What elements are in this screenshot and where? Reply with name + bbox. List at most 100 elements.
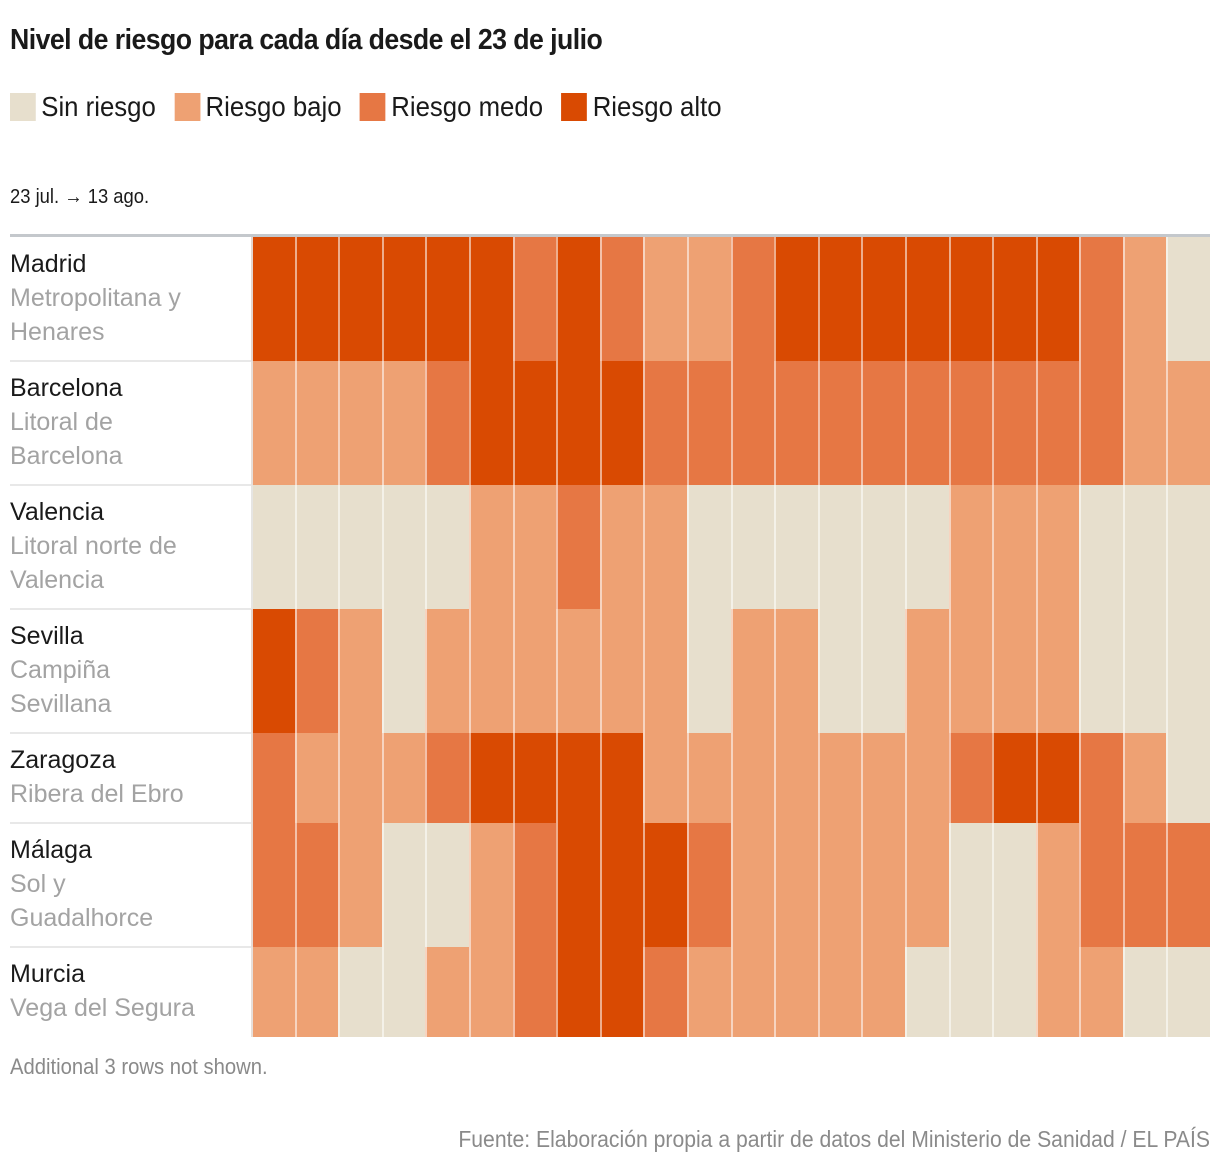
heatmap-cell — [817, 237, 862, 361]
heatmap-cell — [643, 361, 687, 485]
zone-name: Vega del Segura — [10, 994, 195, 1022]
heatmap-cell — [1122, 823, 1167, 947]
heatmap-cell — [861, 237, 905, 361]
heatmap-cell — [251, 361, 295, 485]
row-cells — [251, 823, 1211, 947]
row-divider — [10, 360, 251, 362]
row-label: Barcelona Litoral de Barcelona — [10, 371, 245, 473]
row-cells — [251, 947, 1211, 1037]
heatmap-cell — [599, 947, 644, 1037]
city-name: Málaga — [10, 836, 92, 864]
heatmap-cell — [381, 361, 426, 485]
city-name: Sevilla — [10, 622, 84, 650]
heatmap-cell — [817, 485, 862, 609]
row-cells — [251, 237, 1211, 361]
heatmap-cell — [294, 947, 339, 1037]
heatmap-cell — [512, 947, 557, 1037]
heatmap-cell — [1035, 947, 1080, 1037]
heatmap-cell — [992, 823, 1036, 947]
heatmap-cell — [817, 361, 862, 485]
zone-name: Barcelona — [10, 442, 123, 470]
heatmap-cell — [904, 237, 949, 361]
heatmap-cell — [556, 733, 600, 823]
heatmap-cell — [1079, 733, 1123, 823]
zone-name: Campiña — [10, 656, 111, 684]
heatmap-cell — [468, 361, 513, 485]
heatmap-cell — [1122, 733, 1167, 823]
source-credit: Fuente: Elaboración propia a partir de d… — [458, 1126, 1210, 1152]
zone-name: Litoral de — [10, 408, 113, 436]
heatmap-cell — [556, 361, 600, 485]
heatmap-cell — [468, 609, 513, 733]
heatmap-cell — [904, 947, 949, 1037]
heatmap-cell — [861, 485, 905, 609]
heatmap-cell — [817, 947, 862, 1037]
date-range-label: 23 jul. → 13 ago. — [10, 186, 150, 208]
heatmap-cell — [643, 947, 687, 1037]
heatmap-cell — [338, 733, 382, 823]
table-top-rule — [10, 234, 1210, 237]
heatmap-cell — [512, 237, 557, 361]
heatmap-cell — [861, 361, 905, 485]
heatmap-cell — [1166, 947, 1211, 1037]
heatmap-cell — [948, 237, 993, 361]
heatmap-cell — [1166, 237, 1211, 361]
heatmap-cell — [1079, 237, 1123, 361]
heatmap-cell — [381, 485, 426, 609]
heatmap-cell — [904, 733, 949, 823]
heatmap-cell — [948, 609, 993, 733]
heatmap-cell — [251, 237, 295, 361]
heatmap-cell — [904, 361, 949, 485]
heatmap-cell — [730, 609, 775, 733]
heatmap-cell — [556, 485, 600, 609]
heatmap-cell — [251, 609, 295, 733]
city-name: Valencia — [10, 498, 105, 526]
heatmap-cell — [686, 733, 731, 823]
legend-item-sin-riesgo: Sin riesgo — [10, 91, 156, 123]
heatmap-cell — [992, 237, 1036, 361]
zone-name: Metropolitana y — [10, 284, 181, 312]
heatmap-cell — [381, 823, 426, 947]
heatmap-cell — [861, 609, 905, 733]
heatmap-row-barcelona: Barcelona Litoral de Barcelona — [10, 361, 1211, 485]
city-name: Murcia — [10, 960, 86, 988]
heatmap-cell — [338, 485, 382, 609]
zone-name: Sevillana — [10, 690, 112, 718]
heatmap-cell — [1166, 823, 1211, 947]
heatmap-cell — [948, 823, 993, 947]
heatmap-cell — [948, 947, 993, 1037]
row-label: Murcia Vega del Segura — [10, 957, 245, 1025]
heatmap-cell — [1166, 485, 1211, 609]
heatmap-cell — [425, 485, 469, 609]
heatmap-cell — [381, 947, 426, 1037]
heatmap-cell — [1035, 823, 1080, 947]
heatmap-cell — [512, 361, 557, 485]
heatmap-cell — [468, 733, 513, 823]
zone-name: Henares — [10, 318, 105, 346]
heatmap-cell — [599, 361, 644, 485]
heatmap-cell — [643, 485, 687, 609]
heatmap-cell — [686, 947, 731, 1037]
heatmap-cell — [1079, 823, 1123, 947]
heatmap-cell — [338, 823, 382, 947]
heatmap-cell — [599, 609, 644, 733]
row-divider — [10, 608, 251, 610]
heatmap-cell — [468, 947, 513, 1037]
heatmap-cell — [512, 823, 557, 947]
city-name: Zaragoza — [10, 746, 116, 774]
heatmap-cell — [948, 361, 993, 485]
heatmap-cell — [774, 733, 818, 823]
heatmap-row-murcia: Murcia Vega del Segura — [10, 947, 1211, 1037]
heatmap-cell — [992, 609, 1036, 733]
legend-item-riesgo-alto: Riesgo alto — [561, 91, 722, 123]
heatmap-row-malaga: Málaga Sol y Guadalhorce — [10, 823, 1211, 947]
heatmap-cell — [686, 609, 731, 733]
row-cells — [251, 361, 1211, 485]
heatmap-cell — [948, 733, 993, 823]
heatmap-cell — [294, 733, 339, 823]
heatmap-cell — [643, 609, 687, 733]
heatmap-cell — [599, 237, 644, 361]
heatmap-cell — [1122, 361, 1167, 485]
heatmap-cell — [686, 237, 731, 361]
heatmap-cell — [861, 733, 905, 823]
